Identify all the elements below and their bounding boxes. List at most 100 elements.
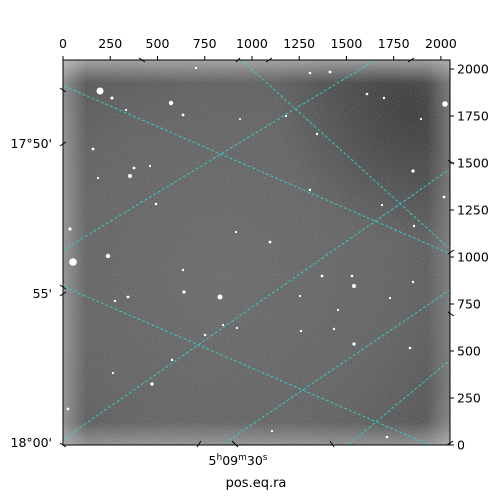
world-tick xyxy=(59,141,67,147)
world-tick xyxy=(196,440,202,448)
grid-line xyxy=(240,60,450,250)
star xyxy=(181,113,185,117)
star xyxy=(442,195,446,199)
star xyxy=(203,333,207,337)
pixel-y-tick-label: 500 xyxy=(457,344,481,359)
star xyxy=(315,132,319,136)
pixel-x-tick-label: 1000 xyxy=(236,36,268,51)
pixel-x-tick-label: 750 xyxy=(193,36,217,51)
star xyxy=(308,71,312,75)
pixel-y-tick-label: 1500 xyxy=(457,156,489,171)
star xyxy=(408,346,412,350)
star xyxy=(234,230,238,234)
world-tick xyxy=(407,57,415,63)
star xyxy=(332,327,336,331)
star xyxy=(380,203,384,207)
star xyxy=(299,329,303,333)
pixel-y-tick-label: 1750 xyxy=(457,109,489,124)
pixel-x-tick-label: 1750 xyxy=(378,36,410,51)
pixel-y-tick-label: 250 xyxy=(457,391,481,406)
star xyxy=(352,342,356,346)
star xyxy=(365,92,369,96)
star xyxy=(320,274,324,278)
world-tick xyxy=(59,291,67,297)
pixel-y-tick-label: 1250 xyxy=(457,203,489,218)
world-tick xyxy=(138,57,146,63)
ra-tick-label: 5h09m30s xyxy=(209,453,268,468)
star xyxy=(217,294,223,300)
world-tick xyxy=(447,249,455,255)
star xyxy=(111,371,115,375)
star xyxy=(235,326,239,330)
star xyxy=(388,296,392,300)
ra-axis-title: pos.eq.ra xyxy=(226,476,287,491)
star xyxy=(382,96,386,100)
star xyxy=(350,274,354,278)
dec-label-18-00: 18°00' xyxy=(11,435,53,450)
star xyxy=(170,358,174,362)
star xyxy=(113,299,117,303)
pixel-x-tick-label: 250 xyxy=(98,36,122,51)
star xyxy=(284,114,288,118)
star xyxy=(221,323,225,327)
star xyxy=(298,294,302,298)
star xyxy=(385,435,389,439)
star xyxy=(352,284,356,288)
star xyxy=(168,100,174,106)
grid-line xyxy=(221,289,450,445)
pixel-y-tick-label: 0 xyxy=(457,438,465,453)
star xyxy=(270,429,274,433)
star xyxy=(411,280,415,284)
pixel-y-tick-label: 750 xyxy=(457,297,481,312)
pixel-y-tick-label: 1000 xyxy=(457,250,489,265)
world-coordinate-ticks xyxy=(59,57,455,448)
star xyxy=(96,176,100,180)
star xyxy=(128,174,132,178)
star xyxy=(412,224,416,228)
pixel-y-tick-label: 2000 xyxy=(457,62,489,77)
star xyxy=(96,87,104,95)
star xyxy=(336,308,340,312)
star xyxy=(239,118,241,120)
pixel-x-tick-label: 500 xyxy=(146,36,170,51)
star xyxy=(110,96,114,100)
world-tick xyxy=(59,442,67,448)
star-field xyxy=(66,66,448,439)
grid-line xyxy=(347,359,450,445)
world-tick xyxy=(447,311,455,317)
world-tick xyxy=(235,57,241,63)
star xyxy=(442,101,448,107)
world-tick xyxy=(59,87,67,93)
pixel-x-ticks: 0 250 500 750 1000 1250 1500 1750 2000 xyxy=(59,36,457,60)
star xyxy=(328,70,332,74)
dec-label-17-50: 17°50' xyxy=(11,136,53,151)
world-tick xyxy=(446,440,454,446)
grid-line xyxy=(63,60,377,251)
coordinate-grid xyxy=(63,60,450,445)
pixel-x-tick-label: 1250 xyxy=(283,36,315,51)
world-tick xyxy=(59,284,67,290)
pixel-y-ticks: 0 250 500 750 1000 1250 1500 1750 2000 xyxy=(450,62,489,453)
star xyxy=(66,407,70,411)
pixel-x-tick-label: 0 xyxy=(59,36,67,51)
world-tick xyxy=(447,159,455,165)
star xyxy=(308,188,312,192)
star xyxy=(91,147,95,151)
star xyxy=(150,382,154,386)
grid-line xyxy=(63,285,432,445)
grid-line xyxy=(63,84,450,255)
star xyxy=(124,108,128,112)
star xyxy=(69,258,77,266)
grid-line xyxy=(63,168,450,440)
star xyxy=(411,169,415,173)
star xyxy=(126,295,130,299)
star xyxy=(132,166,136,170)
pixel-x-tick-label: 1500 xyxy=(331,36,363,51)
star xyxy=(182,290,186,294)
pixel-x-tick-label: 2000 xyxy=(425,36,457,51)
sky-image xyxy=(63,60,450,445)
dec-label-55: 55' xyxy=(33,286,52,301)
star xyxy=(194,66,198,70)
world-tick xyxy=(265,57,273,63)
